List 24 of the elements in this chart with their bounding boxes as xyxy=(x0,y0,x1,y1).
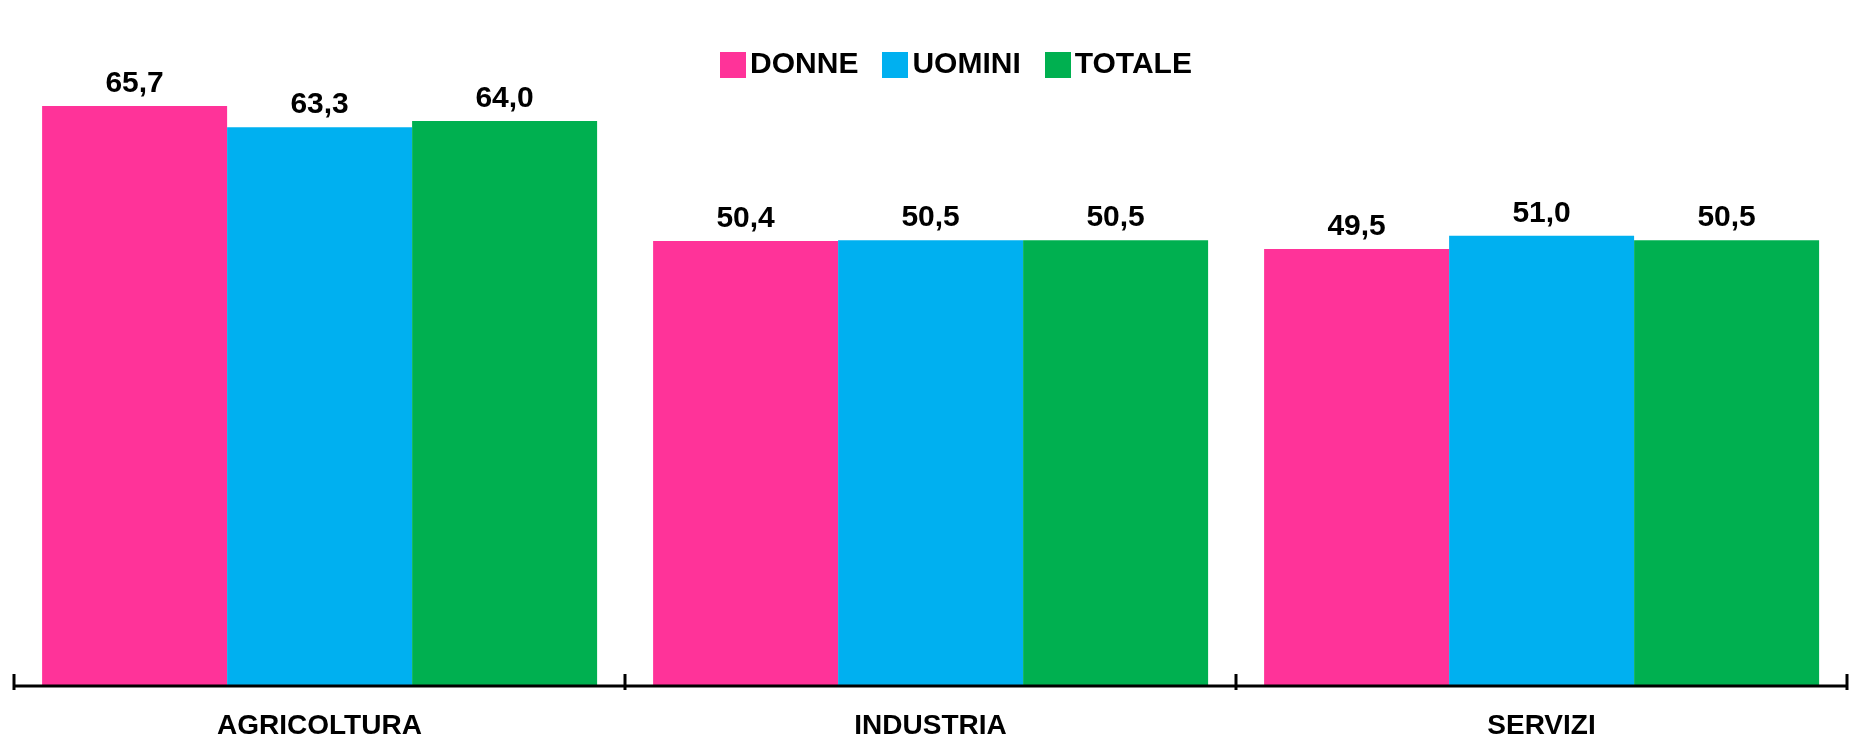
data-label: 64,0 xyxy=(475,80,534,114)
data-label: 50,5 xyxy=(1697,199,1756,233)
bar xyxy=(227,127,413,686)
bar xyxy=(653,241,839,686)
x-tick-label: INDUSTRIA xyxy=(854,709,1007,740)
data-label: 51,0 xyxy=(1512,194,1571,228)
x-tick-label: SERVIZI xyxy=(1487,709,1596,740)
data-label: 50,5 xyxy=(1086,199,1145,233)
data-label: 49,5 xyxy=(1327,208,1386,242)
legend-label: DONNE xyxy=(750,46,859,79)
legend-label: TOTALE xyxy=(1074,46,1192,79)
data-label: 65,7 xyxy=(105,65,164,98)
data-label: 50,5 xyxy=(901,199,960,233)
data-label: 50,4 xyxy=(716,200,776,234)
x-tick-label: AGRICOLTURA xyxy=(217,709,422,740)
bar xyxy=(1264,249,1450,686)
bar xyxy=(42,106,228,686)
bar xyxy=(838,240,1024,686)
bar xyxy=(1449,235,1635,686)
bar xyxy=(1634,240,1820,686)
bar xyxy=(1023,240,1209,686)
data-label: 63,3 xyxy=(290,86,349,120)
legend-label: UOMINI xyxy=(912,46,1021,79)
bar xyxy=(412,121,598,686)
